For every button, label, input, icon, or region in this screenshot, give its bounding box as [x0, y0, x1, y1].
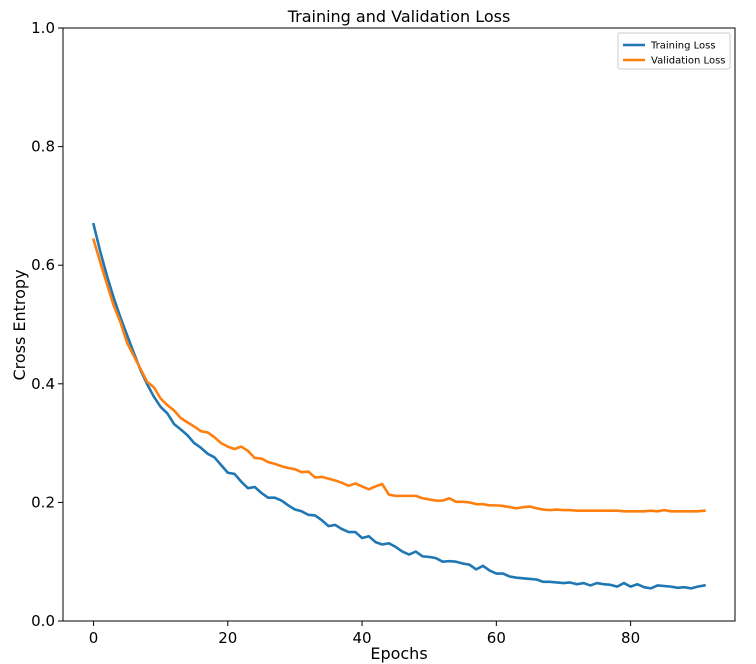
legend-label-training-loss: Training Loss — [650, 41, 716, 52]
y-axis-label: Cross Entropy — [10, 269, 29, 380]
y-tick-label: 1.0 — [31, 19, 55, 37]
legend-label-validation-loss: Validation Loss — [651, 56, 726, 67]
legend-box — [617, 32, 731, 70]
x-tick-label: 20 — [218, 629, 237, 647]
x-tick-label: 60 — [487, 629, 506, 647]
x-axis-ticks: 0 20 40 60 80 — [89, 621, 640, 647]
y-tick-label: 0.4 — [31, 375, 55, 393]
x-tick-label: 80 — [621, 629, 640, 647]
y-tick-label: 0.0 — [31, 612, 55, 630]
axes-frame — [62, 27, 736, 622]
y-tick-label: 0.6 — [31, 256, 55, 274]
series-line-validation-loss — [91, 238, 706, 513]
y-tick-label: 0.8 — [31, 138, 55, 156]
series-layer — [91, 222, 706, 590]
x-tick-label: 40 — [353, 629, 372, 647]
legend: Training Loss Validation Loss — [617, 32, 731, 70]
x-tick-label: 0 — [89, 629, 99, 647]
chart-title: Training and Validation Loss — [287, 7, 511, 26]
x-axis-label: Epochs — [370, 644, 427, 663]
y-tick-label: 0.2 — [31, 493, 55, 511]
plot-frame — [62, 27, 736, 622]
y-axis-ticks: 0.0 0.2 0.4 0.6 0.8 1.0 — [31, 19, 63, 630]
series-line-training-loss — [91, 222, 706, 590]
